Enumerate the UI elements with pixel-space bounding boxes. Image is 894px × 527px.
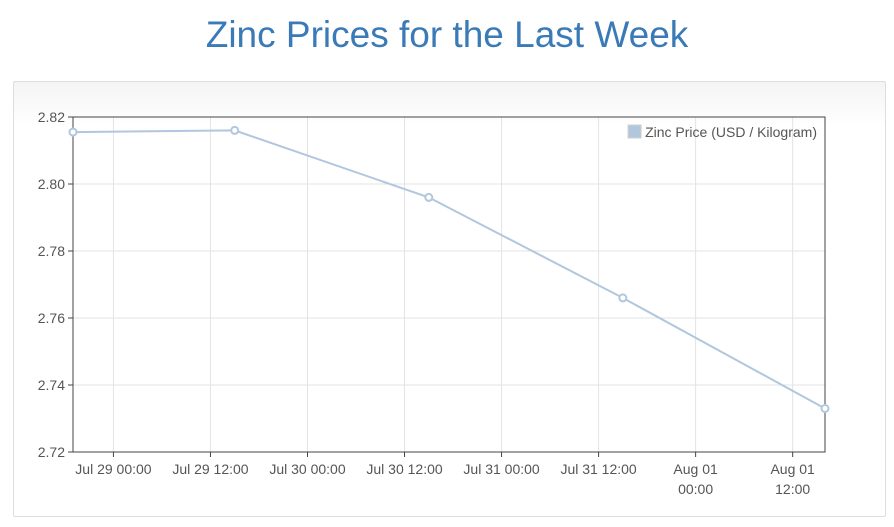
x-tick-label: Jul 29 00:00 — [75, 461, 151, 477]
y-tick-label: 2.80 — [38, 176, 65, 192]
legend: Zinc Price (USD / Kilogram) — [627, 124, 817, 140]
series-layer — [68, 125, 830, 413]
data-point-3[interactable] — [618, 293, 628, 303]
data-point-1[interactable] — [230, 125, 240, 135]
plot-frame — [72, 116, 826, 453]
series-line — [72, 129, 826, 410]
y-tick-label: 2.78 — [38, 243, 65, 259]
data-point-4[interactable] — [820, 403, 830, 413]
chart-panel — [13, 81, 886, 517]
x-axis-ticks: Jul 29 00:00 Jul 29 12:00 Jul 30 00:00 Jul … — [75, 452, 815, 497]
legend-label: Zinc Price (USD / Kilogram) — [645, 124, 817, 140]
x-tick-label: Jul 30 00:00 — [269, 461, 345, 477]
y-tick-label: 2.82 — [38, 109, 65, 125]
x-tick-label: Jul 31 12:00 — [560, 461, 636, 477]
x-tick-label: 12:00 — [775, 481, 810, 497]
y-axis-ticks: 2.72 2.74 2.76 2.78 2.80 2.82 — [38, 109, 73, 460]
x-tick-label: 00:00 — [678, 481, 713, 497]
page-title: Zinc Prices for the Last Week — [205, 14, 689, 55]
x-tick-label: Aug 01 — [673, 461, 718, 477]
data-point-2[interactable] — [424, 192, 434, 202]
y-tick-label: 2.76 — [38, 310, 65, 326]
x-tick-label: Aug 01 — [770, 461, 815, 477]
y-tick-label: 2.74 — [38, 377, 65, 393]
grid-lines — [73, 116, 825, 453]
x-tick-label: Jul 29 12:00 — [172, 461, 248, 477]
x-tick-label: Jul 30 12:00 — [366, 461, 442, 477]
y-tick-label: 2.72 — [38, 444, 65, 460]
legend-swatch — [627, 124, 642, 139]
x-tick-label: Jul 31 00:00 — [463, 461, 539, 477]
data-point-0[interactable] — [68, 127, 78, 137]
